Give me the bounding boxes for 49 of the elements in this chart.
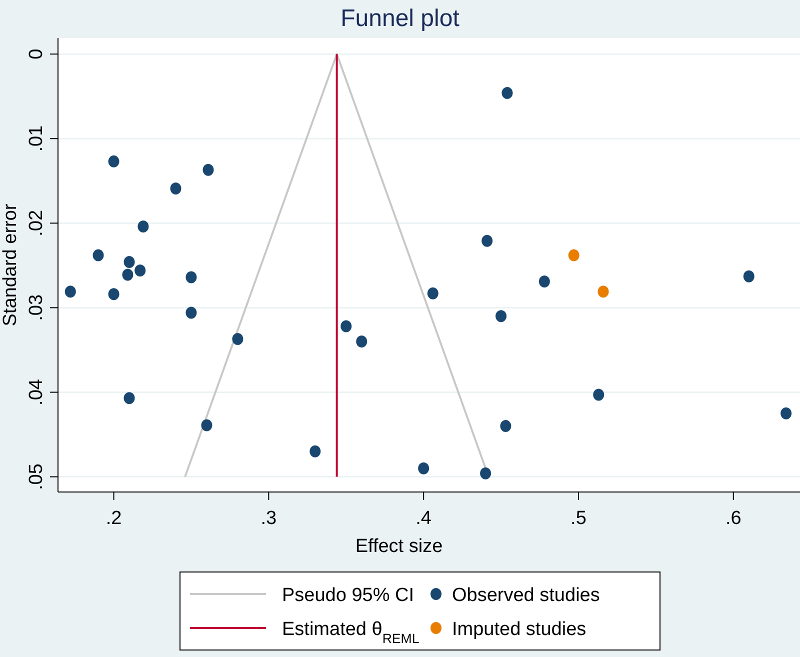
x-tick-label: .6 [725,508,742,529]
x-axis-title: Effect size [355,536,443,557]
legend-label: Imputed studies [452,619,586,640]
y-tick-label: .02 [26,210,47,236]
point [201,419,212,432]
y-axis-title: Standard error [0,203,21,326]
point [232,332,244,345]
x-tick-label: .5 [570,508,586,529]
legend-label: Pseudo 95% CI [282,585,414,606]
point [124,392,135,404]
point [500,420,512,432]
point [496,310,507,322]
legend-label: Observed studies [452,585,600,606]
point [170,182,182,194]
point [64,286,76,298]
point [593,388,604,401]
point [92,249,104,262]
point [743,270,754,282]
x-tick-label: .2 [106,508,122,529]
point [502,86,513,99]
x-tick-label: .4 [416,508,432,529]
y-tick-label: .01 [26,125,47,152]
point [568,249,580,262]
x-tick-label: .3 [260,508,277,529]
point [310,445,321,458]
point [138,220,149,233]
y-tick-label: .04 [26,378,47,406]
point [124,256,135,268]
point [598,286,609,298]
point [427,287,438,300]
point [202,164,214,176]
point [356,336,368,348]
point [480,467,492,480]
point [780,407,792,420]
point [482,234,493,247]
y-tick-label: .05 [26,464,47,490]
point [418,462,430,474]
point [186,271,197,284]
point [134,264,146,276]
point [186,306,197,319]
y-tick-label: 0 [26,48,47,60]
chart-title: Funnel plot [340,5,460,32]
y-tick-label: .03 [26,294,47,321]
legend-label: Estimated θ$_{REML}$ [282,619,420,646]
point [340,320,352,332]
point [122,268,134,281]
point [108,288,120,300]
point [108,155,120,168]
point [538,275,550,288]
